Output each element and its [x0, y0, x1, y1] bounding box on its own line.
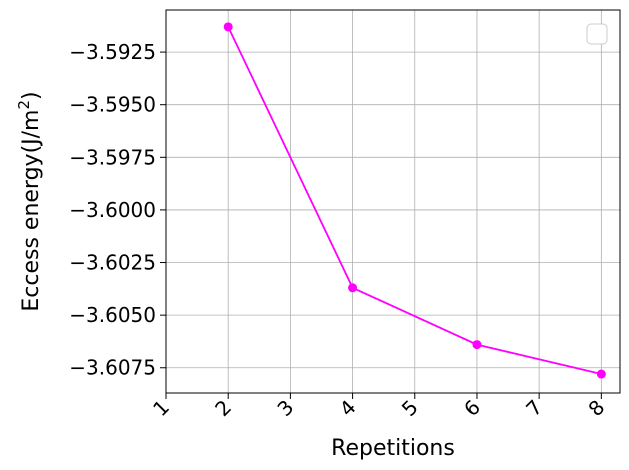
y-tick-label: −3.5975	[69, 145, 156, 169]
grid-lines	[165, 10, 620, 393]
y-tick-label: −3.6000	[69, 198, 156, 222]
x-tick-label: 7	[521, 395, 547, 421]
tick-marks	[160, 51, 602, 399]
data-point	[472, 340, 482, 350]
x-tick-label: 1	[148, 395, 174, 421]
data-point	[596, 369, 606, 379]
y-axis-label-close: )	[19, 91, 44, 100]
legend-box	[586, 23, 608, 45]
y-tick-labels: −3.5925 −3.5950 −3.5975 −3.6000 −3.6025 −3.60…	[69, 40, 156, 380]
data-point	[348, 283, 358, 293]
plot-frame	[165, 9, 621, 394]
x-tick-label: 5	[397, 395, 423, 421]
x-tick-label: 8	[583, 395, 609, 421]
y-tick-label: −3.6050	[69, 303, 156, 327]
y-tick-label: −3.5925	[69, 40, 156, 64]
x-tick-labels: 1 2 3 4 5 6 7 8	[148, 395, 609, 421]
x-tick-label: 4	[335, 395, 361, 421]
y-tick-label: −3.5950	[69, 93, 156, 117]
x-axis-label: Repetitions	[331, 436, 455, 461]
series-layer	[223, 22, 606, 379]
y-tick-label: −3.6075	[69, 356, 156, 380]
y-axis-label-superscript: 2	[15, 100, 33, 110]
x-tick-label: 3	[272, 395, 298, 421]
x-tick-label: 2	[210, 395, 236, 421]
y-axis-label: Eccess energy(J/m2)	[15, 91, 44, 311]
x-tick-label: 6	[459, 395, 485, 421]
y-tick-label: −3.6025	[69, 251, 156, 275]
data-point	[223, 22, 233, 32]
series-line	[227, 26, 602, 375]
y-axis-label-main: Eccess energy(J/m	[19, 110, 44, 312]
